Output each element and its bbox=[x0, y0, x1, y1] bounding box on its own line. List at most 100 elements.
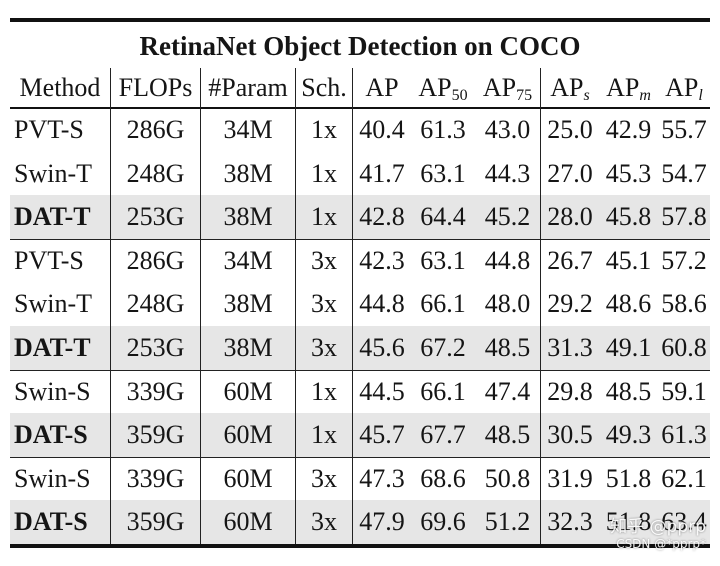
column-rule bbox=[200, 108, 201, 544]
cell-apm: 42.9 bbox=[605, 115, 652, 144]
cell-sch: 1x bbox=[311, 376, 337, 406]
cell-method: Swin-S bbox=[14, 463, 91, 493]
cell-aps: 31.9 bbox=[547, 463, 593, 493]
cell-aps: 26.7 bbox=[547, 245, 593, 275]
cell-param: 60M bbox=[223, 420, 273, 450]
header-rule bbox=[10, 107, 710, 109]
cell-apl: 60.8 bbox=[661, 333, 707, 362]
table-row: PVT-S 286G 34M 1x 40.4 61.3 43.0 25.0 42.9 55.7 bbox=[10, 108, 710, 152]
header-param: #Param bbox=[208, 73, 288, 102]
header-sch: Sch. bbox=[301, 73, 347, 102]
cell-param: 60M bbox=[223, 376, 273, 406]
column-rule bbox=[540, 108, 541, 544]
cell-flops: 286G bbox=[126, 245, 185, 275]
cell-ap: 42.3 bbox=[359, 245, 405, 275]
watermark-csdn: CSDN @*pprp* bbox=[616, 537, 706, 551]
cell-ap75: 44.8 bbox=[484, 245, 531, 275]
cell-apm: 45.3 bbox=[605, 158, 652, 188]
cell-sch: 1x bbox=[311, 202, 337, 232]
cell-method: PVT-S bbox=[14, 115, 84, 144]
cell-flops: 339G bbox=[126, 376, 185, 406]
table-row: Swin-T 248G 38M 1x 41.7 63.1 44.3 27.0 45.3 54.7 bbox=[10, 152, 710, 196]
cell-method: Swin-T bbox=[14, 158, 92, 188]
cell-ap: 47.9 bbox=[359, 507, 405, 537]
cell-ap75: 48.5 bbox=[484, 420, 531, 450]
cell-ap75: 48.5 bbox=[484, 333, 531, 362]
cell-flops: 359G bbox=[126, 507, 185, 537]
cell-flops: 359G bbox=[126, 420, 185, 450]
cell-param: 60M bbox=[223, 507, 273, 537]
header-aps: APs bbox=[550, 73, 590, 104]
header-ap: AP bbox=[365, 73, 399, 102]
cell-ap: 42.8 bbox=[359, 202, 405, 232]
cell-ap: 47.3 bbox=[359, 463, 405, 493]
cell-apl: 54.7 bbox=[661, 158, 707, 188]
column-rule bbox=[110, 68, 111, 108]
column-rule bbox=[295, 108, 296, 544]
cell-apm: 48.5 bbox=[605, 376, 652, 406]
cell-sch: 3x bbox=[311, 289, 337, 319]
cell-ap50: 67.7 bbox=[420, 420, 466, 450]
cell-sch: 3x bbox=[311, 463, 337, 493]
table-row: DAT-S 359G 60M 3x 47.9 69.6 51.2 32.3 51.8 63.4 bbox=[10, 500, 710, 545]
table-row: DAT-T 253G 38M 1x 42.8 64.4 45.2 28.0 45.8 57.8 bbox=[10, 195, 710, 240]
cell-param: 60M bbox=[223, 463, 273, 493]
cell-param: 38M bbox=[223, 289, 273, 319]
cell-method: DAT-T bbox=[14, 202, 91, 232]
cell-apm: 45.1 bbox=[605, 245, 652, 275]
header-ap75: AP75 bbox=[482, 73, 533, 104]
cell-flops: 286G bbox=[126, 115, 185, 144]
cell-flops: 253G bbox=[126, 202, 185, 232]
cell-apl: 61.3 bbox=[661, 420, 707, 450]
cell-ap75: 48.0 bbox=[484, 289, 531, 319]
header-flops: FLOPs bbox=[118, 73, 193, 102]
cell-sch: 3x bbox=[311, 507, 337, 537]
cell-param: 34M bbox=[223, 245, 273, 275]
cell-sch: 3x bbox=[311, 333, 337, 362]
cell-aps: 28.0 bbox=[547, 202, 593, 232]
column-rule bbox=[295, 68, 296, 108]
column-rule bbox=[110, 108, 111, 544]
cell-method: DAT-S bbox=[14, 420, 88, 450]
cell-ap: 45.6 bbox=[359, 333, 405, 362]
cell-ap50: 69.6 bbox=[420, 507, 466, 537]
table-row: Swin-S 339G 60M 1x 44.5 66.1 47.4 29.8 48.5 59.1 bbox=[10, 370, 710, 414]
column-rule bbox=[352, 108, 353, 544]
cell-ap75: 43.0 bbox=[484, 115, 531, 144]
cell-ap50: 64.4 bbox=[420, 202, 466, 232]
cell-ap75: 51.2 bbox=[484, 507, 531, 537]
cell-apm: 45.8 bbox=[605, 202, 652, 232]
header-ap50: AP50 bbox=[418, 73, 468, 104]
cell-param: 38M bbox=[223, 202, 273, 232]
cell-apl: 63.4 bbox=[661, 507, 707, 537]
cell-ap: 41.7 bbox=[359, 158, 405, 188]
cell-method: DAT-T bbox=[14, 333, 91, 362]
table-header-row: Method FLOPs #Param Sch. AP AP50 AP75 AP… bbox=[10, 68, 710, 108]
cell-sch: 1x bbox=[311, 420, 337, 450]
cell-apm: 49.3 bbox=[605, 420, 652, 450]
table-caption: RetinaNet Object Detection on COCO bbox=[139, 31, 581, 61]
cell-apl: 58.6 bbox=[661, 289, 707, 319]
cell-apm: 51.8 bbox=[605, 463, 652, 493]
cell-sch: 1x bbox=[311, 158, 337, 188]
cell-param: 38M bbox=[223, 158, 273, 188]
cell-flops: 253G bbox=[126, 333, 185, 362]
column-rule bbox=[540, 68, 541, 108]
cell-aps: 25.0 bbox=[547, 115, 593, 144]
cell-apm: 51.8 bbox=[605, 507, 652, 537]
cell-apl: 57.2 bbox=[661, 245, 707, 275]
header-apm: APm bbox=[606, 73, 651, 104]
cell-apl: 57.8 bbox=[661, 202, 707, 232]
header-apl: APl bbox=[665, 73, 703, 104]
cell-method: DAT-S bbox=[14, 507, 88, 537]
cell-ap50: 63.1 bbox=[420, 158, 466, 188]
cell-ap50: 67.2 bbox=[420, 333, 466, 362]
cell-ap50: 63.1 bbox=[420, 245, 466, 275]
cell-sch: 1x bbox=[311, 115, 337, 144]
top-rule bbox=[10, 18, 710, 22]
cell-apl: 62.1 bbox=[661, 463, 707, 493]
cell-aps: 29.8 bbox=[547, 376, 593, 406]
column-rule bbox=[352, 68, 353, 108]
cell-ap50: 68.6 bbox=[420, 463, 466, 493]
cell-ap: 44.5 bbox=[359, 376, 405, 406]
